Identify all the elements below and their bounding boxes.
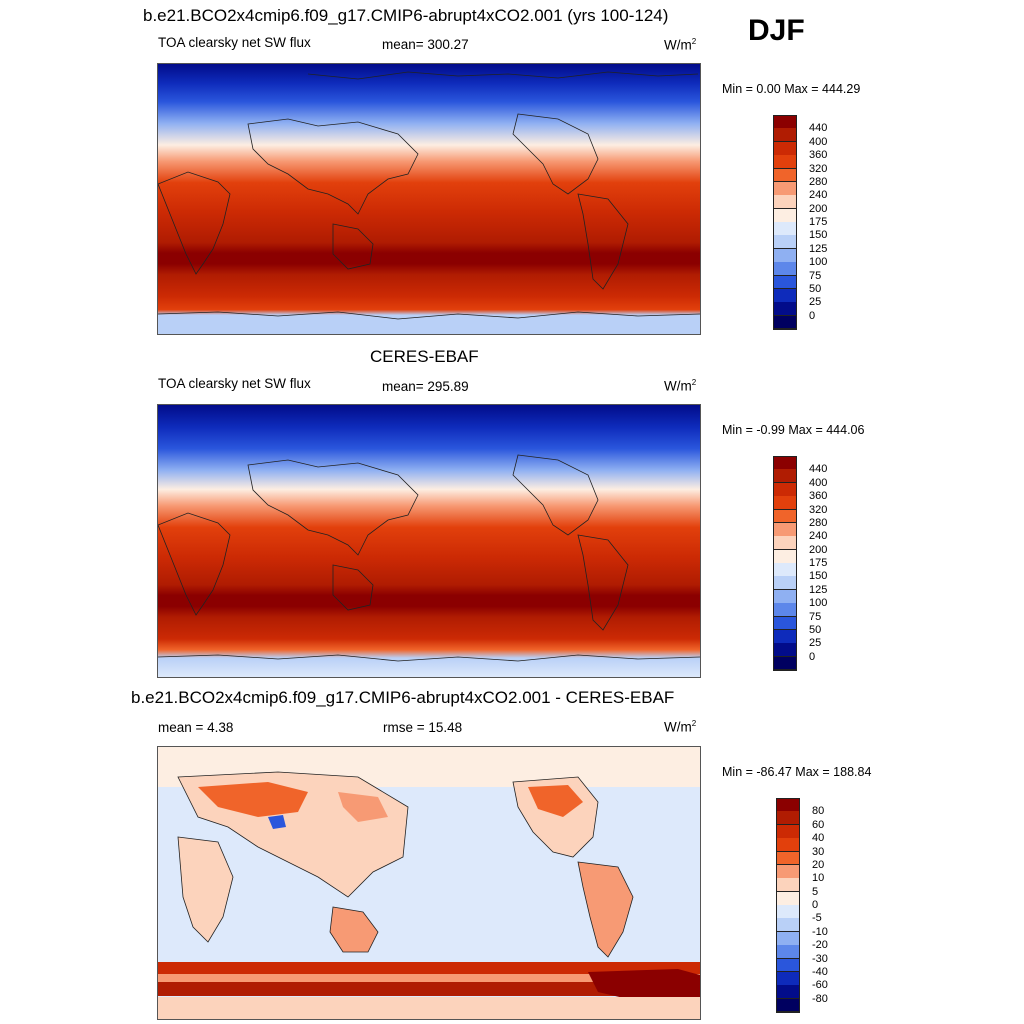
- colorbar-tick-label: -5: [812, 912, 822, 925]
- panel-3-rmse-label: rmse = 15.48: [383, 720, 463, 735]
- colorbar-tick-label: 25: [809, 637, 822, 650]
- colorbar-tick-label: 20: [812, 858, 825, 871]
- panel-2-minmax-label: Min = -0.99 Max = 444.06: [722, 423, 865, 437]
- colorbar-tick-label: 240: [809, 530, 828, 543]
- panel-1-variable-label: TOA clearsky net SW flux: [158, 35, 311, 50]
- colorbar-tick-label: 360: [809, 149, 828, 162]
- colorbar-tick-label: -40: [812, 965, 828, 978]
- colorbar-tick-label: 320: [809, 503, 828, 516]
- colorbar-frame: [773, 115, 797, 329]
- colorbar-tick-label: 320: [809, 162, 828, 175]
- panel-1-mean-label: mean= 300.27: [382, 37, 469, 52]
- colorbar-tick-label: 240: [809, 189, 828, 202]
- colorbar-tick-label: -60: [812, 979, 828, 992]
- colorbar-tick-label: 40: [812, 832, 825, 845]
- panel-1-minmax-label: Min = 0.00 Max = 444.29: [722, 82, 861, 96]
- colorbar-tick-label: 400: [809, 135, 828, 148]
- colorbar-tick-label: 0: [809, 309, 816, 322]
- colorbar-tick-label: 280: [809, 175, 828, 188]
- colorbar-tick-label: 25: [809, 296, 822, 309]
- coastline-outline: [158, 454, 700, 662]
- colorbar-tick-label: 400: [809, 476, 828, 489]
- colorbar-tick-label: 360: [809, 490, 828, 503]
- colorbar-tick-label: 75: [809, 269, 822, 282]
- colorbar-tick-label: 50: [809, 282, 822, 295]
- colorbar-tick-label: 60: [812, 818, 825, 831]
- land-anomaly-patches: [158, 772, 700, 1019]
- difference-map: [157, 746, 701, 1020]
- panel-2-mean-label: mean= 295.89: [382, 379, 469, 394]
- panel-3-minmax-label: Min = -86.47 Max = 188.84: [722, 765, 872, 779]
- colorbar-tick-label: 175: [809, 557, 828, 569]
- colorbar-tick-label: -30: [812, 952, 828, 965]
- observed-flux-map: [157, 404, 701, 678]
- panel-2-title: CERES-EBAF: [370, 347, 479, 366]
- panel-3-mean-label: mean = 4.38: [158, 720, 234, 735]
- coastline-outline: [158, 71, 700, 320]
- colorbar-tick-label: 0: [809, 650, 816, 663]
- colorbar-tick-label: 200: [809, 202, 828, 215]
- panel-3-title: b.e21.BCO2x4cmip6.f09_g17.CMIP6-abrupt4x…: [131, 688, 675, 707]
- panel-1-unit-label: W/m2: [664, 37, 697, 53]
- colorbar-tick-label: 440: [809, 463, 828, 476]
- colorbar-frame: [776, 798, 800, 1012]
- colorbar-tick-label: 125: [809, 242, 828, 255]
- model-flux-map: [157, 63, 701, 335]
- panel-1-title: b.e21.BCO2x4cmip6.f09_g17.CMIP6-abrupt4x…: [143, 6, 669, 25]
- colorbar-tick-label: 0: [812, 899, 819, 911]
- colorbar-tick-label: 10: [812, 872, 825, 885]
- colorbar-frame: [773, 456, 797, 670]
- colorbar-tick-label: 150: [809, 229, 828, 242]
- colorbar-tick-label: -80: [812, 992, 828, 1005]
- panel-2-variable-label: TOA clearsky net SW flux: [158, 376, 311, 391]
- colorbar-tick-label: 150: [809, 570, 828, 583]
- colorbar-tick-label: 175: [809, 216, 828, 228]
- colorbar-tick-label: 440: [809, 122, 828, 135]
- colorbar-tick-label: 50: [809, 623, 822, 636]
- panel-2-unit-label: W/m2: [664, 378, 697, 394]
- colorbar-tick-label: 5: [812, 885, 819, 898]
- colorbar-tick-label: 80: [812, 805, 825, 818]
- coastline-outline: [177, 771, 634, 958]
- colorbar-tick-label: 125: [809, 583, 828, 596]
- panel-3-unit-label: W/m2: [664, 719, 697, 735]
- colorbar-tick-label: -20: [812, 939, 828, 952]
- colorbar-tick-label: -10: [812, 925, 828, 938]
- colorbar-tick-label: 200: [809, 543, 828, 556]
- season-label: DJF: [748, 14, 805, 47]
- colorbar-tick-label: 100: [809, 256, 828, 269]
- colorbar-tick-label: 280: [809, 516, 828, 529]
- colorbar-tick-label: 75: [809, 610, 822, 623]
- colorbar-tick-label: 100: [809, 597, 828, 610]
- colorbar-tick-label: 30: [812, 845, 825, 858]
